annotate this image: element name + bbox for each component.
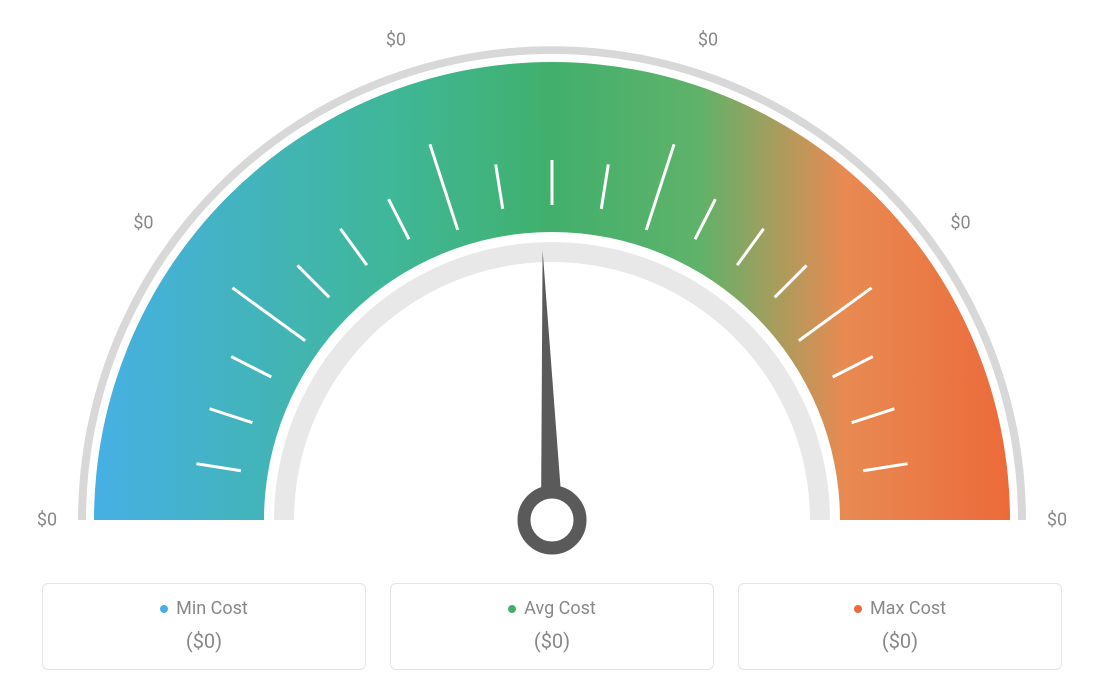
legend-card-avg: Avg Cost ($0): [390, 583, 714, 671]
gauge-tick-label: $0: [133, 213, 153, 234]
gauge-tick-label: $0: [950, 213, 970, 234]
legend-row: Min Cost ($0) Avg Cost ($0) Max Cost ($0…: [42, 583, 1062, 671]
legend-card-max: Max Cost ($0): [738, 583, 1062, 671]
legend-label-avg: Avg Cost: [524, 598, 596, 619]
gauge-tick-label: $0: [37, 510, 57, 531]
legend-title-max: Max Cost: [854, 598, 946, 619]
legend-value-max: ($0): [749, 629, 1051, 653]
gauge-tick-label: $0: [1047, 510, 1067, 531]
gauge-svg: [0, 0, 1104, 560]
legend-label-max: Max Cost: [870, 598, 946, 619]
legend-dot-min: [160, 605, 168, 613]
legend-value-min: ($0): [53, 629, 355, 653]
cost-gauge-container: $0 $0 $0 $0 $0 $0 Min Cost ($0) Avg Cost ($0)…: [0, 0, 1104, 690]
legend-title-avg: Avg Cost: [508, 598, 596, 619]
gauge-chart: $0 $0 $0 $0 $0 $0: [0, 0, 1104, 560]
legend-value-avg: ($0): [401, 629, 703, 653]
legend-dot-avg: [508, 605, 516, 613]
legend-title-min: Min Cost: [160, 598, 248, 619]
legend-dot-max: [854, 605, 862, 613]
gauge-tick-label: $0: [386, 29, 406, 50]
legend-card-min: Min Cost ($0): [42, 583, 366, 671]
gauge-tick-label: $0: [698, 29, 718, 50]
legend-label-min: Min Cost: [176, 598, 248, 619]
